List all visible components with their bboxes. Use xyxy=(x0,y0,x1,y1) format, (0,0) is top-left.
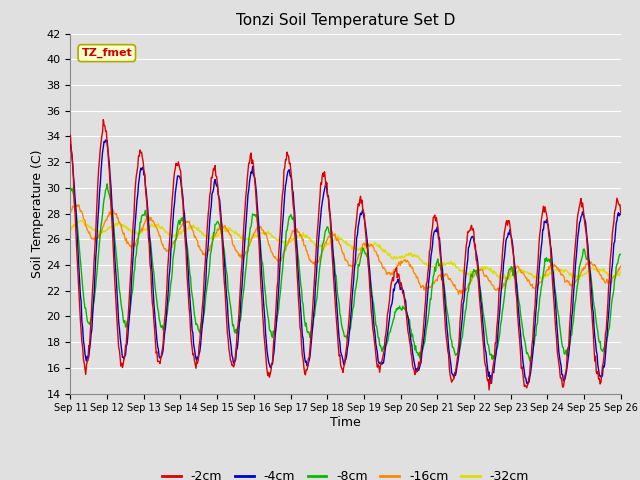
Text: TZ_fmet: TZ_fmet xyxy=(81,48,132,58)
Legend: -2cm, -4cm, -8cm, -16cm, -32cm: -2cm, -4cm, -8cm, -16cm, -32cm xyxy=(157,465,534,480)
Title: Tonzi Soil Temperature Set D: Tonzi Soil Temperature Set D xyxy=(236,13,455,28)
Y-axis label: Soil Temperature (C): Soil Temperature (C) xyxy=(31,149,44,278)
X-axis label: Time: Time xyxy=(330,416,361,429)
